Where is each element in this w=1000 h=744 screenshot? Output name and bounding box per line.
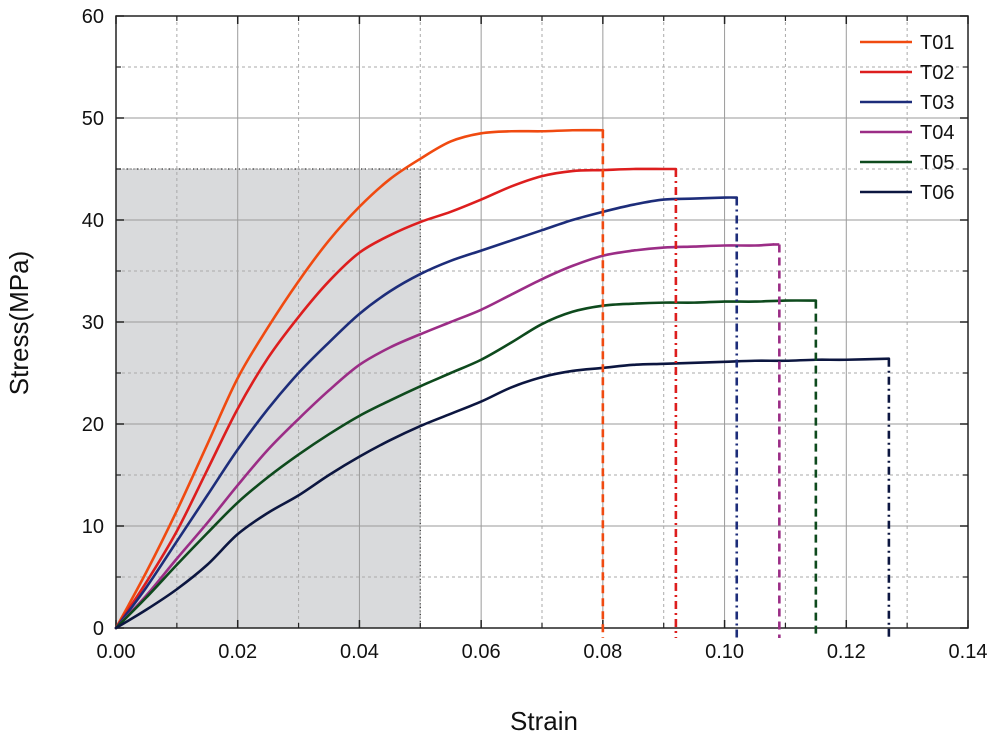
series-line-t06 (114, 357, 891, 630)
y-tick-label: 0 (93, 618, 104, 640)
y-axis-title: Stress(MPa) (4, 251, 34, 395)
y-tick-label: 20 (82, 414, 104, 436)
y-tick-label: 40 (82, 210, 104, 232)
legend-label-t06: T06 (920, 182, 954, 204)
x-axis-title: Strain (510, 706, 578, 736)
legend-label-t05: T05 (920, 152, 954, 174)
fracture-lines-group (601, 130, 891, 638)
x-tick-label: 0.14 (949, 641, 988, 663)
x-tick-label: 0.04 (340, 641, 379, 663)
series-line-t02 (114, 167, 678, 630)
y-tick-label: 10 (82, 516, 104, 538)
x-tick-label: 0.10 (705, 641, 744, 663)
legend-label-t02: T02 (920, 62, 954, 84)
x-tick-label: 0.06 (462, 641, 501, 663)
series-group (114, 128, 891, 630)
x-tick-label: 0.08 (583, 641, 622, 663)
y-tick-label: 30 (82, 312, 104, 334)
x-tick-label: 0.12 (827, 641, 866, 663)
legend-label-t04: T04 (920, 122, 954, 144)
series-line-t04 (114, 243, 775, 630)
series-line-t01 (114, 128, 605, 630)
legend: T01 T02 T03 T04 T05 T06 (860, 32, 954, 204)
series-line-t05 (114, 299, 818, 630)
y-tick-label: 50 (82, 108, 104, 130)
tick-group: 0.00 0.02 0.04 0.06 0.08 0.10 0.12 0.14 0 10 20 30 4… (82, 6, 988, 663)
series-line-t03 (114, 196, 739, 630)
y-tick-label: 60 (82, 6, 104, 28)
legend-label-t01: T01 (920, 32, 954, 54)
x-tick-label: 0.00 (97, 641, 136, 663)
legend-label-t03: T03 (920, 92, 954, 114)
x-tick-label: 0.02 (218, 641, 257, 663)
